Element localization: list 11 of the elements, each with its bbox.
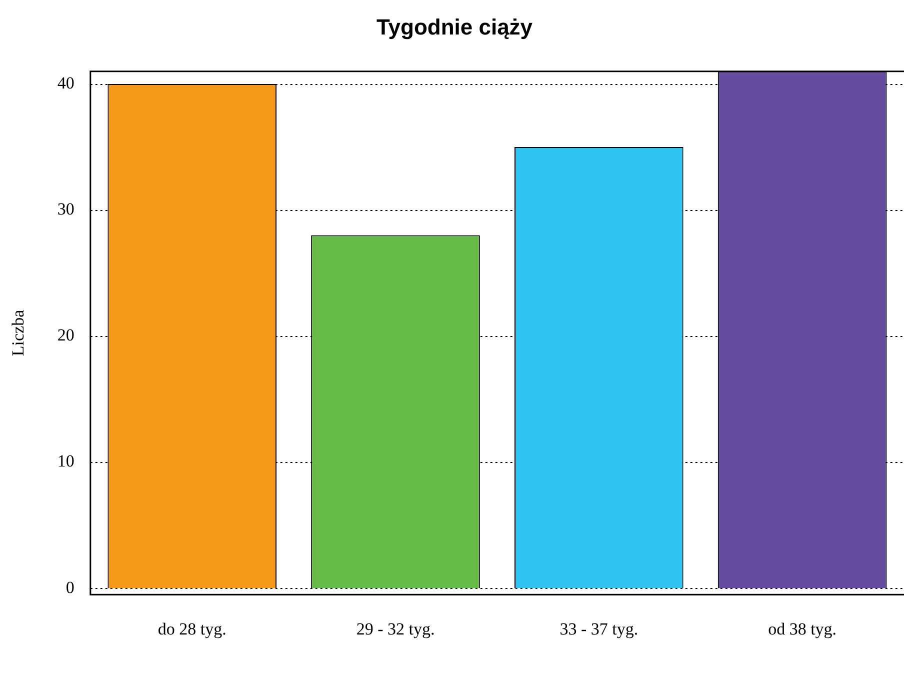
y-tick-label: 30 [57,200,74,219]
x-tick-label: od 38 tyg. [768,619,837,638]
y-tick-label: 10 [57,452,74,471]
y-tick-label: 20 [57,326,74,345]
y-axis-title: Liczba [8,309,28,356]
x-tick-label: 29 - 32 tyg. [356,619,435,638]
x-tick-label: 33 - 37 tyg. [560,619,638,638]
y-tick-label: 40 [57,73,74,92]
y-tick-label: 0 [66,578,74,597]
x-tick-label: do 28 tyg. [158,619,226,638]
chart-title: Tygodnie ciąży [376,14,534,40]
